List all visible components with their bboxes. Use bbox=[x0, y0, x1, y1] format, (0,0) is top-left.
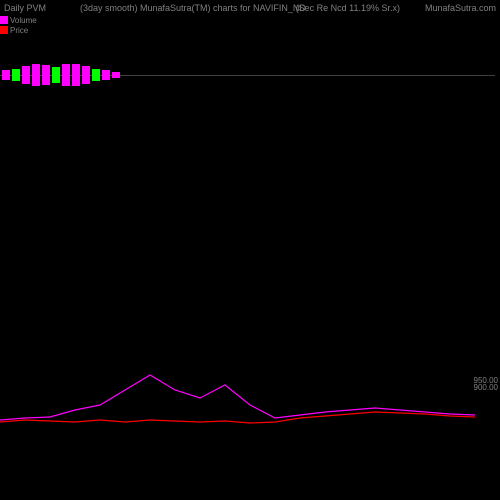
header-center-text: (3day smooth) MunafaSutra(TM) charts for… bbox=[80, 3, 306, 13]
volume-bar bbox=[32, 64, 40, 86]
price-svg bbox=[0, 350, 475, 450]
volume-bar bbox=[82, 66, 90, 84]
volume-bar bbox=[22, 66, 30, 84]
legend-label-volume: Volume bbox=[10, 16, 37, 25]
price-chart bbox=[0, 350, 475, 450]
volume-bar bbox=[52, 67, 60, 83]
legend-item-volume: Volume bbox=[0, 15, 37, 25]
chart-header: Daily PVM (3day smooth) MunafaSutra(TM) … bbox=[0, 3, 500, 15]
header-right2-text: MunafaSutra.com bbox=[425, 3, 496, 13]
volume-bar bbox=[92, 69, 100, 81]
volume-bar bbox=[72, 64, 80, 86]
volume-bar bbox=[112, 72, 120, 78]
legend-item-price: Price bbox=[0, 25, 37, 35]
volume-bar bbox=[12, 69, 20, 81]
legend-label-price: Price bbox=[10, 26, 28, 35]
header-left-text: Daily PVM bbox=[4, 3, 46, 15]
volume-chart bbox=[0, 55, 500, 95]
price-line-lower bbox=[0, 412, 475, 423]
legend: Volume Price bbox=[0, 15, 37, 35]
volume-bar bbox=[102, 70, 110, 80]
volume-bar bbox=[62, 64, 70, 86]
volume-bar bbox=[42, 65, 50, 85]
y-axis-label: 900.00 bbox=[474, 383, 498, 392]
legend-swatch-volume bbox=[0, 16, 8, 24]
volume-bar bbox=[2, 70, 10, 80]
header-right1-text: (Sec Re Ncd 11.19% Sr.x) bbox=[296, 3, 400, 13]
legend-swatch-price bbox=[0, 26, 8, 34]
